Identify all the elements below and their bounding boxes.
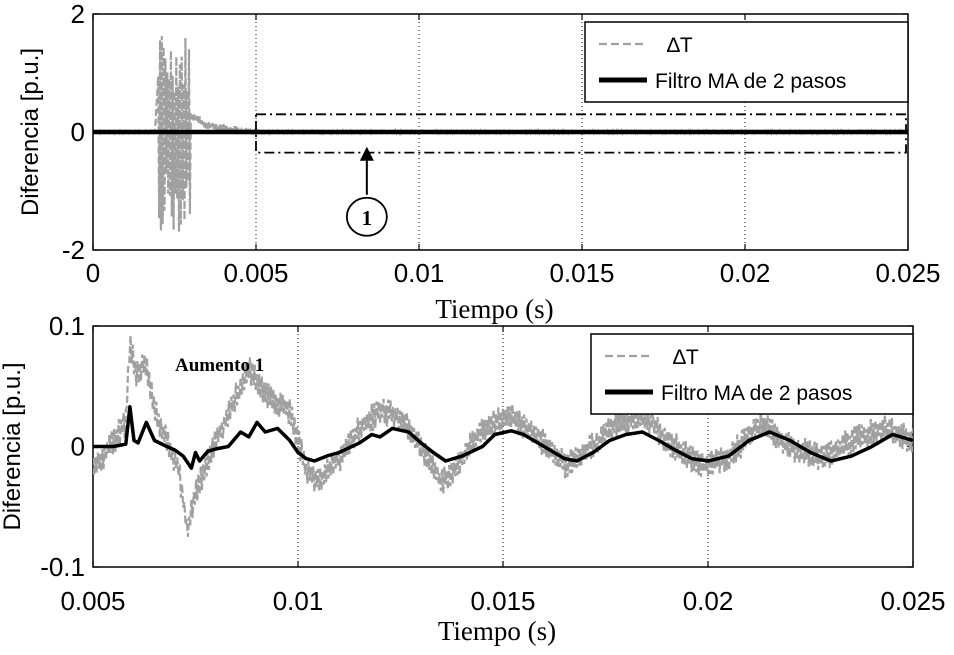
legend-box <box>590 333 914 415</box>
y-tick-label: -2 <box>62 235 85 265</box>
x-tick-label: 0.01 <box>273 586 324 616</box>
legend-box <box>584 21 909 103</box>
annotation-circle <box>345 196 388 237</box>
annotation-text: Aumento 1 <box>175 355 264 376</box>
series-line-filtro-ma <box>93 404 913 470</box>
zoom-region-box <box>255 113 907 154</box>
x-tick-label: 0.025 <box>875 258 940 288</box>
legend-label: ∆T <box>673 346 699 369</box>
y-tick-label: 0 <box>71 117 85 147</box>
legend-label: Filtro MA de 2 pasos <box>655 70 846 93</box>
y-tick-label: -0.1 <box>40 552 85 582</box>
x-tick-label: 0.025 <box>880 586 945 616</box>
annotation-label: 1 <box>362 206 373 230</box>
x-axis-title: Tiempo (s) <box>435 294 553 324</box>
annotation-arrowhead <box>359 146 374 161</box>
x-tick-label: 0.005 <box>60 586 125 616</box>
legend-label: ∆T <box>667 34 693 57</box>
y-axis-title: Diferencia [p.u.] <box>17 48 44 216</box>
bottom-plot: 0.005 0.01 0.015 0.02 0.025 -0.1 0 0.1 Tiempo (s… <box>0 311 946 646</box>
y-tick-label: 0 <box>71 432 85 462</box>
x-tick-label: 0.02 <box>683 586 734 616</box>
x-tick-label: 0.015 <box>549 258 614 288</box>
x-tick-label: 0.005 <box>223 258 288 288</box>
y-tick-label: 0.1 <box>49 311 85 341</box>
x-tick-label: 0.02 <box>720 258 771 288</box>
legend-label: Filtro MA de 2 pasos <box>661 382 852 405</box>
y-axis-title: Diferencia [p.u.] <box>0 362 26 530</box>
series-line-delta-t <box>93 335 913 537</box>
x-tick-label: 0.015 <box>470 586 535 616</box>
x-axis-title: Tiempo (s) <box>438 616 556 646</box>
y-tick-label: 2 <box>71 0 85 29</box>
x-tick-label: 0 <box>86 258 100 288</box>
x-tick-label: 0.01 <box>394 258 445 288</box>
